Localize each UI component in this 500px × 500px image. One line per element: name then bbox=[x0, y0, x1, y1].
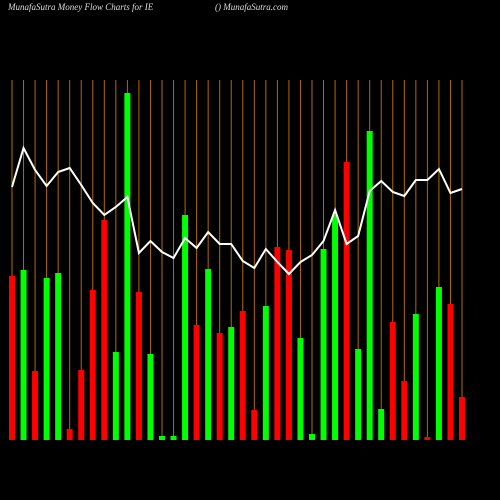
bar bbox=[274, 247, 281, 440]
bar bbox=[112, 352, 119, 440]
bar bbox=[435, 287, 442, 440]
bar bbox=[343, 162, 350, 440]
bar bbox=[447, 304, 454, 440]
bar bbox=[389, 322, 396, 440]
bar bbox=[55, 273, 62, 440]
bar bbox=[205, 269, 212, 440]
bar bbox=[459, 397, 465, 440]
bar bbox=[193, 325, 200, 440]
bar bbox=[401, 381, 408, 440]
bar bbox=[20, 270, 27, 440]
bar bbox=[124, 93, 131, 440]
bar bbox=[43, 278, 50, 440]
bar bbox=[66, 429, 73, 440]
bar bbox=[135, 292, 142, 440]
bar bbox=[251, 410, 258, 440]
bar bbox=[309, 434, 315, 440]
bar bbox=[424, 437, 431, 440]
bar bbox=[89, 290, 96, 440]
bar bbox=[101, 220, 108, 440]
bar bbox=[32, 371, 39, 440]
bar bbox=[412, 314, 419, 440]
bar bbox=[355, 349, 362, 440]
bar bbox=[147, 354, 154, 440]
bar bbox=[378, 409, 385, 440]
bar bbox=[320, 249, 327, 440]
bar bbox=[170, 436, 177, 440]
bar bbox=[216, 333, 223, 440]
bar bbox=[332, 215, 339, 440]
bar bbox=[285, 250, 292, 440]
bar bbox=[9, 276, 15, 440]
bar bbox=[228, 327, 235, 440]
bar bbox=[297, 338, 304, 440]
bar bbox=[262, 306, 269, 440]
bar bbox=[239, 311, 246, 440]
bar bbox=[366, 131, 373, 440]
bar bbox=[159, 436, 165, 440]
chart-subtitle: () MunafaSutra.com bbox=[215, 2, 288, 12]
money-flow-line bbox=[11, 145, 463, 276]
chart-title: MunafaSutra Money Flow Charts for IE bbox=[7, 2, 154, 12]
bar bbox=[182, 215, 189, 440]
bar bbox=[78, 370, 85, 440]
